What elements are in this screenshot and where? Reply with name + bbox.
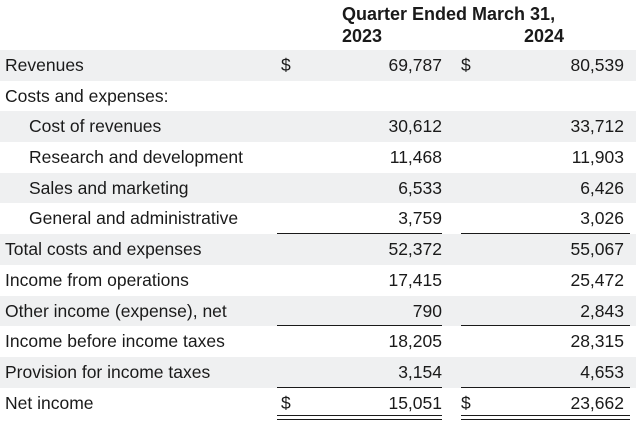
total-double-rule <box>277 415 442 421</box>
value-2024: 28,315 <box>570 331 624 352</box>
value-2024: 80,539 <box>570 55 624 75</box>
value-2024: 3,026 <box>580 208 624 229</box>
value-2023: 3,759 <box>398 208 442 229</box>
value-2023: 17,415 <box>388 269 442 290</box>
currency-symbol: $ <box>461 392 471 413</box>
table-row-provision-taxes: Provision for income taxes 3,154 4,653 <box>0 356 636 388</box>
subtotal-rule <box>277 325 442 327</box>
row-label: Provision for income taxes <box>5 361 211 382</box>
value-2024: 33,712 <box>570 116 624 137</box>
table-row-total-costs: Total costs and expenses 52,372 55,067 <box>0 234 636 265</box>
value-2024: 23,662 <box>570 392 624 413</box>
currency-symbol: $ <box>281 55 291 75</box>
row-label: Research and development <box>29 147 244 168</box>
row-label: Costs and expenses: <box>5 85 169 106</box>
subtotal-rule <box>277 386 442 388</box>
value-2023: 6,533 <box>398 177 442 198</box>
subtotal-rule <box>277 233 442 235</box>
currency-symbol: $ <box>461 55 471 75</box>
row-label: Net income <box>5 392 94 413</box>
value-2024: 11,903 <box>571 147 624 168</box>
table-row-sales-marketing: Sales and marketing 6,533 6,426 <box>0 172 636 204</box>
table-row-costs-heading: Costs and expenses: <box>0 81 636 112</box>
table-row-general-administrative: General and administrative 3,759 3,026 <box>0 203 636 235</box>
subtotal-rule <box>461 325 630 327</box>
value-2024: 4,653 <box>580 361 624 382</box>
table-row-research-development: Research and development 11,468 11,903 <box>0 142 636 173</box>
income-statement-table: Revenues $ 69,787 $ 80,539 Costs and exp… <box>0 50 636 421</box>
total-double-rule <box>461 415 630 421</box>
value-2023: 11,468 <box>389 147 442 168</box>
value-2024: 55,067 <box>570 239 624 260</box>
subtotal-rule <box>461 386 630 388</box>
row-label: Other income (expense), net <box>5 300 227 321</box>
row-label: Income before income taxes <box>5 331 225 352</box>
table-row-income-before-taxes: Income before income taxes 18,205 28,315 <box>0 326 636 357</box>
row-label: Cost of revenues <box>29 116 162 137</box>
row-label: Income from operations <box>5 269 189 290</box>
value-2023: 30,612 <box>388 116 442 137</box>
table-row-net-income: Net income $ 15,051 $ 23,662 <box>0 388 636 421</box>
subtotal-rule <box>461 233 630 235</box>
value-2023: 69,787 <box>388 55 442 75</box>
value-2023: 790 <box>412 300 442 321</box>
row-label: Revenues <box>5 55 84 75</box>
table-row-revenues: Revenues $ 69,787 $ 80,539 <box>0 50 636 81</box>
value-2024: 6,426 <box>580 177 624 198</box>
table-row-income-from-operations: Income from operations 17,415 25,472 <box>0 265 636 296</box>
year-2024-heading: 2024 <box>524 26 565 46</box>
period-heading: Quarter Ended March 31, <box>342 4 556 24</box>
value-2023: 18,205 <box>388 331 442 352</box>
value-2023: 15,051 <box>388 392 442 413</box>
row-label: General and administrative <box>29 208 239 229</box>
row-label: Sales and marketing <box>29 177 189 198</box>
table-row-cost-of-revenues: Cost of revenues 30,612 33,712 <box>0 111 636 143</box>
table-header: Quarter Ended March 31, 2023 2024 <box>0 0 636 50</box>
value-2024: 2,843 <box>580 300 624 321</box>
value-2023: 52,372 <box>388 239 442 260</box>
table-row-other-income: Other income (expense), net 790 2,843 <box>0 295 636 327</box>
row-label: Total costs and expenses <box>5 239 202 260</box>
value-2023: 3,154 <box>398 361 442 382</box>
value-2024: 25,472 <box>570 269 624 290</box>
year-2023-heading: 2023 <box>342 26 383 46</box>
currency-symbol: $ <box>281 392 291 413</box>
